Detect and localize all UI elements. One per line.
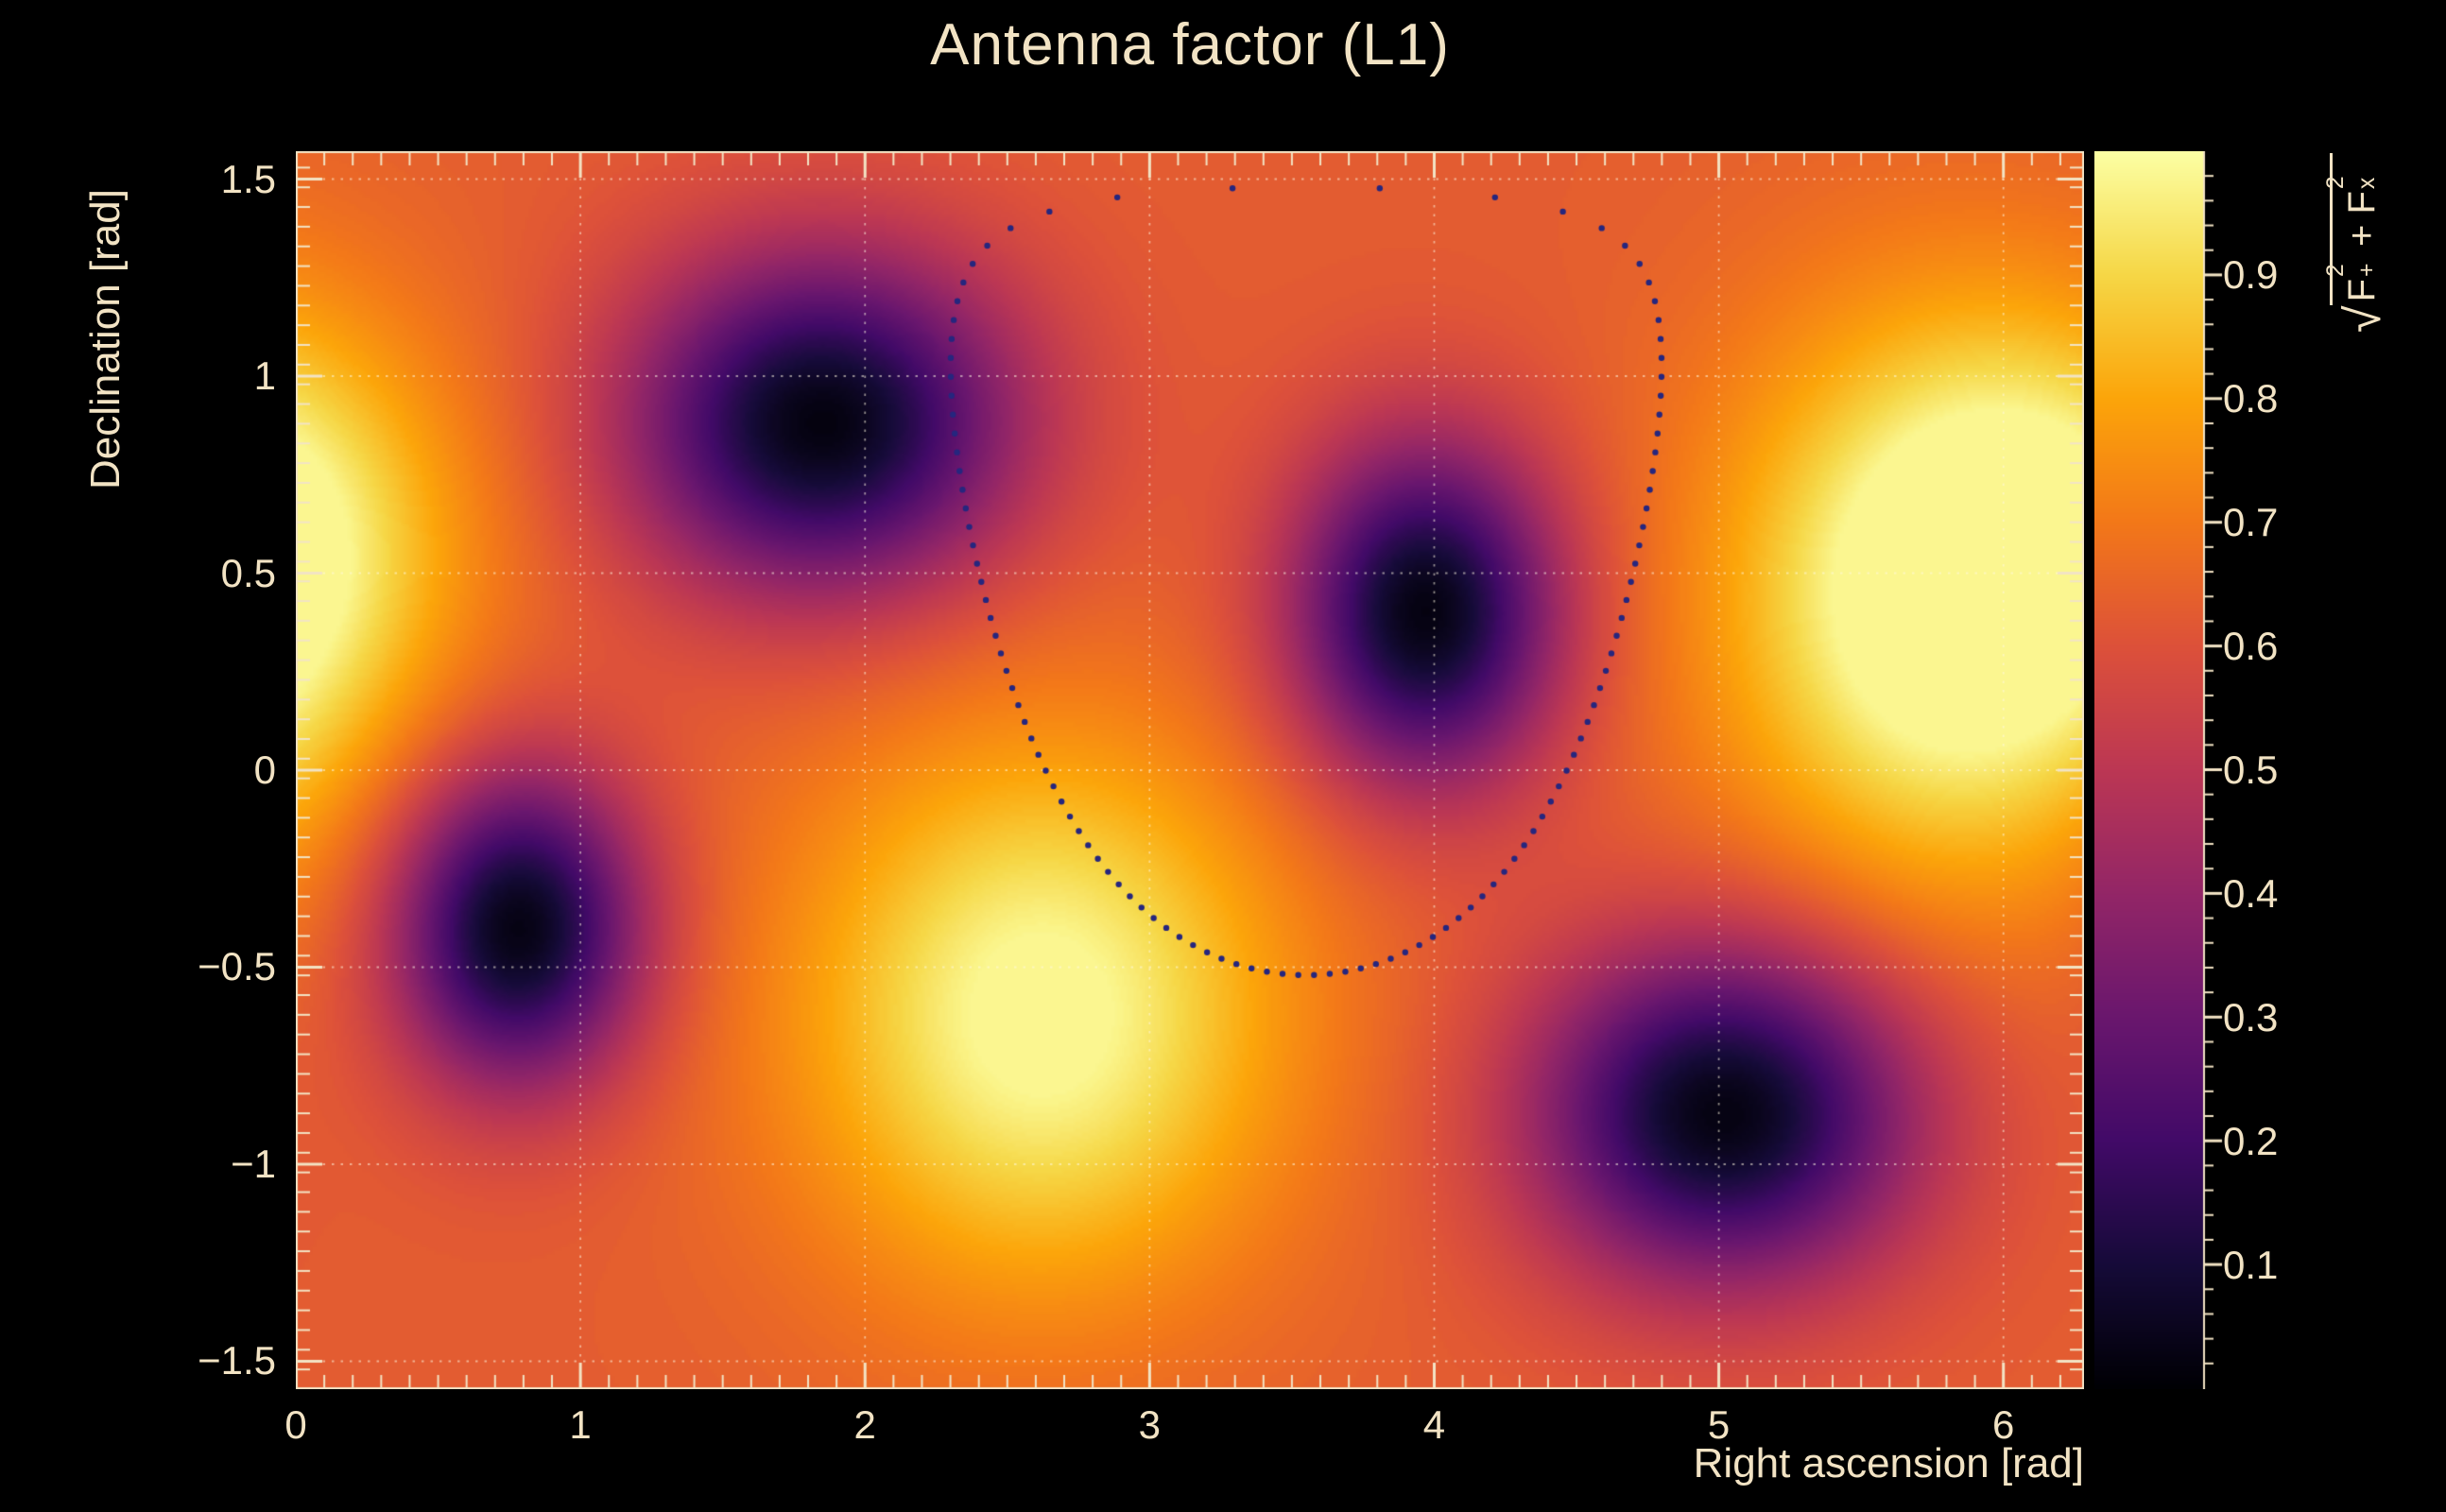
y-tick-label: 1 — [253, 353, 276, 398]
x-axis-title: Right ascension [rad] — [1693, 1440, 2084, 1486]
x-tick-label: 6 — [1992, 1402, 2015, 1447]
chart-title: Antenna factor (L1) — [930, 12, 1450, 77]
y-tick-label: −0.5 — [198, 944, 276, 989]
y-tick-label: −1.5 — [198, 1338, 276, 1383]
formula-f1-sub: + — [2353, 263, 2380, 277]
formula-plus-operator: + — [2341, 224, 2383, 247]
y-tick-label: −1 — [231, 1141, 276, 1186]
x-tick-label: 1 — [569, 1402, 592, 1447]
colorbar-tick-label: 0.4 — [2223, 871, 2279, 916]
formula-f2-base: F — [2341, 191, 2383, 215]
y-tick-label: 0.5 — [220, 550, 276, 595]
y-tick-label: 0 — [253, 747, 276, 792]
colorbar — [2094, 151, 2236, 1389]
y-tick-label: 1.5 — [220, 156, 276, 201]
colorbar-tick-label: 0.5 — [2223, 747, 2279, 792]
x-tick-label: 3 — [1138, 1402, 1162, 1447]
sqrt-radical-sign: √ — [2336, 305, 2392, 333]
colorbar-tick-label: 0.3 — [2223, 995, 2279, 1040]
plot-overlay-canvas — [296, 151, 2084, 1389]
formula-f1-scripts: 2 + — [2323, 247, 2380, 279]
colorbar-tick-label: 0.2 — [2223, 1119, 2279, 1163]
colorbar-tick-label: 0.6 — [2223, 624, 2279, 668]
plot-area — [296, 151, 2084, 1389]
x-tick-label: 5 — [1707, 1402, 1731, 1447]
formula-f1-base: F — [2341, 278, 2383, 302]
y-axis-title: Declination [rad] — [82, 189, 129, 490]
colorbar-tick-label: 0.1 — [2223, 1243, 2279, 1287]
formula-f1-sup: 2 — [2323, 264, 2350, 277]
colorbar-tick-label: 0.8 — [2223, 376, 2279, 421]
formula-f2-sup: 2 — [2323, 176, 2350, 190]
formula-f2-sub: x — [2353, 177, 2380, 190]
colorbar-tick-label: 0.9 — [2223, 252, 2279, 297]
x-tick-label: 2 — [853, 1402, 876, 1447]
x-tick-label: 4 — [1422, 1402, 1446, 1447]
colorbar-tick-label: 0.7 — [2223, 500, 2279, 544]
x-tick-label: 0 — [284, 1402, 307, 1447]
